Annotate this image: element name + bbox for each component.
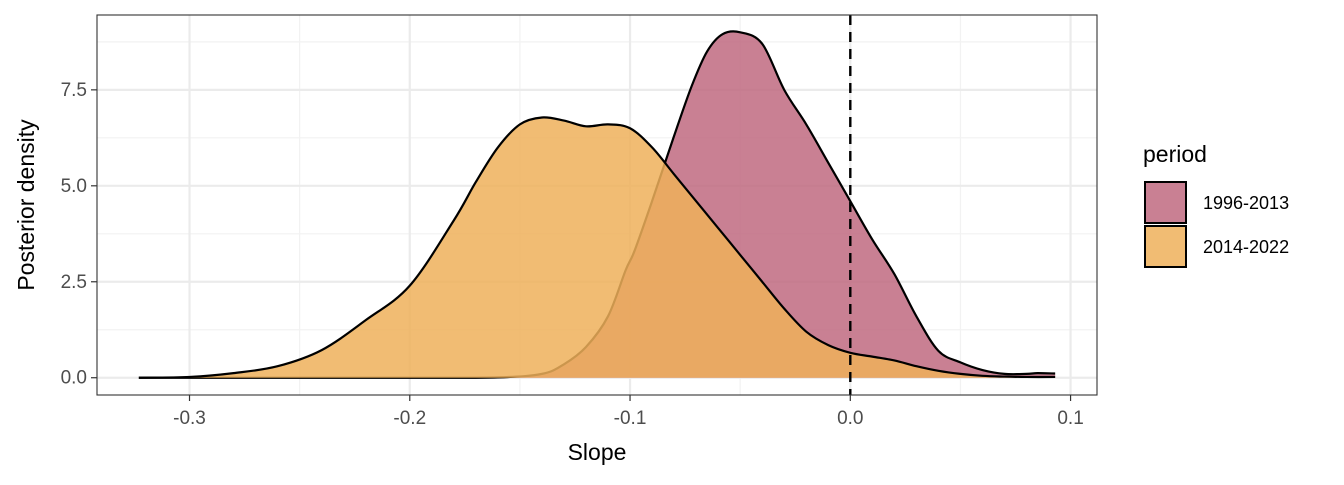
legend-title: period: [1143, 141, 1207, 167]
legend-label-series-2: 2014-2022: [1203, 237, 1289, 257]
legend-key-series-1: [1144, 181, 1187, 224]
x-tick-label: 0.0: [837, 408, 863, 429]
panel-border: [96, 14, 1098, 396]
x-tick-label: -0.1: [614, 408, 647, 429]
legend-key-series-2: [1144, 225, 1187, 268]
x-tick-label: -0.2: [393, 408, 426, 429]
y-tick-label: 2.5: [61, 272, 87, 293]
x-axis: -0.3 -0.2 -0.1 0.0 0.1: [173, 395, 1084, 429]
density-areas: [138, 30, 1056, 379]
y-axis: 0.0 2.5 5.0 7.5: [61, 80, 97, 389]
y-tick-label: 5.0: [61, 176, 87, 197]
legend-items: 1996-2013 2014-2022: [1144, 181, 1289, 268]
y-axis-title: Posterior density: [13, 119, 39, 291]
legend: period 1996-2013 2014-2022: [1143, 141, 1289, 268]
y-tick-label: 7.5: [61, 80, 87, 101]
density-fill-series-1: [138, 31, 1056, 378]
y-tick-label: 0.0: [61, 368, 87, 389]
density-line-series-2: [138, 116, 1056, 379]
density-fill-series-2: [138, 117, 1056, 378]
x-tick-label: -0.3: [173, 408, 206, 429]
legend-label-series-1: 1996-2013: [1203, 193, 1289, 213]
x-tick-label: 0.1: [1057, 408, 1083, 429]
x-axis-title: Slope: [568, 439, 627, 465]
